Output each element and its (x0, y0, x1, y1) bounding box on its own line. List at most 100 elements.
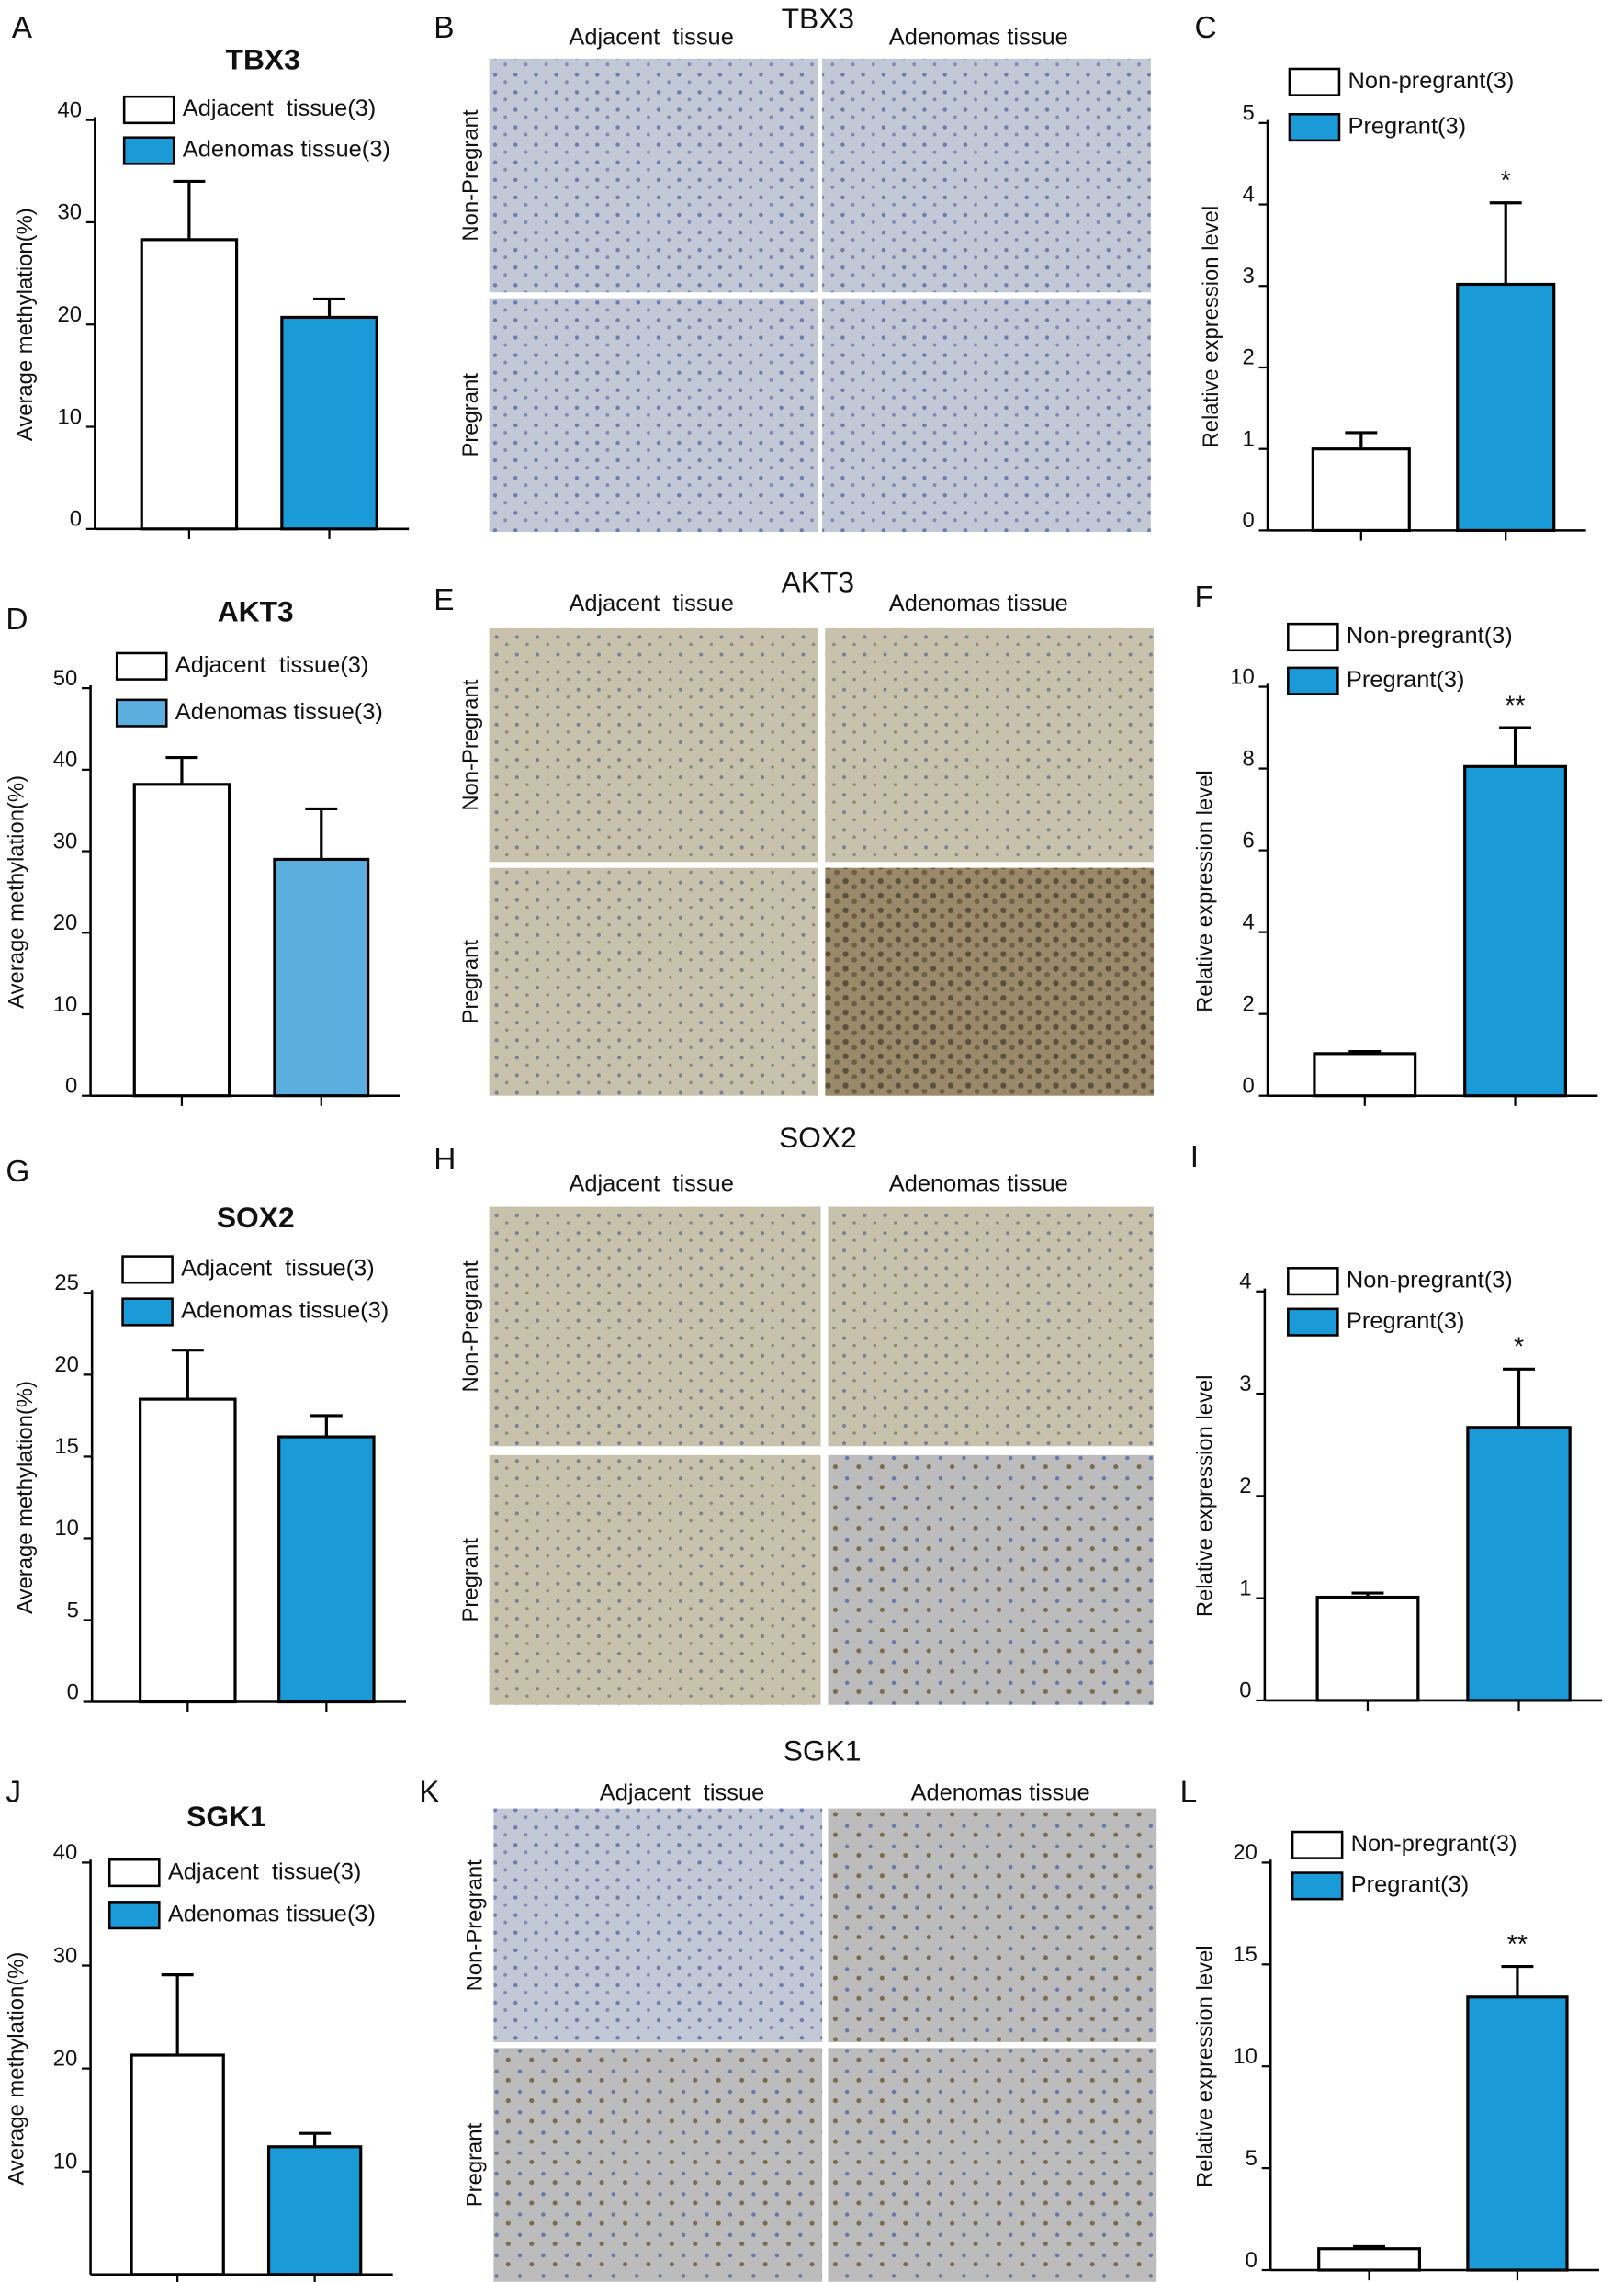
panel-label: D (6, 603, 28, 637)
significance: * (1514, 1333, 1524, 1362)
y-tick-label: 0 (1246, 2248, 1257, 2273)
column-header: Adjacent tissue (569, 591, 733, 616)
legend-label: Non-pregrant(3) (1347, 1267, 1513, 1293)
y-tick-label: 10 (54, 1516, 79, 1541)
row-label: Non-Pregrant (458, 1260, 483, 1392)
legend-label: Pregrant(3) (1351, 1872, 1470, 1898)
significance: ** (1507, 1930, 1528, 1960)
y-tick-label: 0 (1239, 1678, 1251, 1703)
panel-label: L (1180, 1776, 1198, 1810)
bar (1317, 2247, 1422, 2272)
y-tick-label: 5 (67, 1598, 79, 1622)
significance: ** (1505, 691, 1525, 720)
y-tick-label: 3 (1242, 264, 1254, 288)
y-tick-label: 50 (53, 666, 78, 691)
row-label: Pregrant (458, 1538, 483, 1622)
legend-swatch (1287, 622, 1339, 652)
y-tick-label: 4 (1242, 909, 1254, 934)
panel-label: K (419, 1776, 439, 1810)
panel-label: E (434, 583, 454, 617)
y-tick-label: 20 (54, 1352, 79, 1377)
legend-label: Non-pregrant(3) (1348, 68, 1515, 94)
legend-label: Pregrant(3) (1347, 1308, 1465, 1334)
column-header: Adenomas tissue (889, 591, 1068, 616)
y-tick-label: 3 (1239, 1372, 1251, 1396)
bar (130, 2053, 225, 2276)
y-tick-label: 20 (58, 302, 83, 327)
y-tick-label: 20 (1233, 1840, 1257, 1865)
y-tick-label: 10 (58, 404, 83, 429)
legend-label: Pregrant(3) (1347, 667, 1465, 693)
row-label: Pregrant (458, 373, 483, 458)
legend-label: Adenomas tissue(3) (183, 137, 390, 163)
legend-swatch (115, 698, 168, 728)
legend-swatch (122, 136, 175, 165)
y-tick-label: 4 (1239, 1270, 1251, 1294)
micrograph (825, 627, 1155, 863)
y-tick-label: 10 (1233, 2044, 1257, 2069)
legend-swatch (107, 1901, 161, 1930)
column-header: Adenomas tissue (911, 1779, 1090, 1805)
y-tick-label: 30 (53, 1943, 78, 1968)
legend-label: Adenomas tissue(3) (175, 699, 383, 725)
legend-label: Adjacent tissue(3) (168, 1858, 362, 1884)
panel-label: G (6, 1155, 29, 1189)
chart-title: SGK1 (186, 1800, 266, 1833)
panel-title: SGK1 (784, 1734, 862, 1768)
y-tick-label: 2 (1242, 991, 1254, 1016)
bar (140, 238, 239, 531)
legend-swatch (107, 1858, 161, 1888)
micrograph (489, 298, 818, 532)
panel-title: SOX2 (779, 1121, 857, 1154)
column-header: Adenomas tissue (889, 24, 1068, 50)
y-tick-label: 20 (53, 2046, 78, 2071)
y-tick-label: 1 (1239, 1576, 1251, 1600)
y-tick-label: 5 (1246, 2146, 1257, 2171)
bar (1311, 447, 1411, 533)
bar (1466, 1426, 1572, 1702)
chart-title: TBX3 (226, 42, 300, 75)
legend-swatch (1288, 67, 1341, 96)
micrograph (828, 2048, 1157, 2282)
legend-label: Adjacent tissue(3) (181, 1256, 375, 1282)
y-tick-label: 40 (53, 748, 78, 773)
panel-label: B (434, 11, 454, 45)
legend-label: Non-pregrant(3) (1347, 623, 1513, 649)
panel-label: H (434, 1143, 456, 1177)
bar (1313, 1052, 1417, 1098)
panel-label: F (1195, 581, 1213, 615)
significance: * (1501, 166, 1511, 196)
legend-label: Adjacent tissue(3) (183, 96, 377, 121)
y-axis-label: Average methylation(%) (4, 775, 28, 1009)
micrograph (493, 2048, 823, 2282)
bar (280, 315, 378, 531)
bar (132, 783, 231, 1098)
legend-swatch (1291, 1871, 1344, 1901)
y-axis-label: Relative expression level (1199, 206, 1224, 448)
y-tick-label: 6 (1242, 828, 1254, 853)
legend-label: Adjacent tissue(3) (175, 652, 369, 678)
panel-title: AKT3 (782, 566, 854, 599)
y-tick-label: 0 (70, 507, 82, 532)
bar (277, 1435, 376, 1704)
column-header: Adenomas tissue (889, 1170, 1068, 1196)
y-axis-label: Average methylation(%) (4, 1952, 28, 2186)
y-tick-label: 25 (54, 1271, 79, 1295)
y-tick-label: 0 (65, 1073, 77, 1098)
y-axis-label: Relative expression level (1193, 1945, 1218, 2187)
y-axis-label: Relative expression level (1193, 1375, 1218, 1618)
micrograph (489, 1454, 821, 1705)
y-tick-label: 40 (58, 97, 83, 122)
row-label: Pregrant (463, 2122, 488, 2207)
legend-swatch (121, 1255, 174, 1284)
y-tick-label: 2 (1242, 345, 1254, 370)
panel-title: TBX3 (782, 2, 854, 35)
column-header: Adjacent tissue (569, 24, 733, 50)
y-tick-label: 15 (1233, 1942, 1257, 1967)
legend-label: Non-pregrant(3) (1351, 1831, 1517, 1857)
bar (139, 1397, 237, 1704)
row-label: Non-Pregrant (463, 1859, 488, 1991)
bar (1466, 1995, 1569, 2272)
bar (273, 857, 370, 1098)
y-tick-label: 15 (54, 1434, 79, 1459)
